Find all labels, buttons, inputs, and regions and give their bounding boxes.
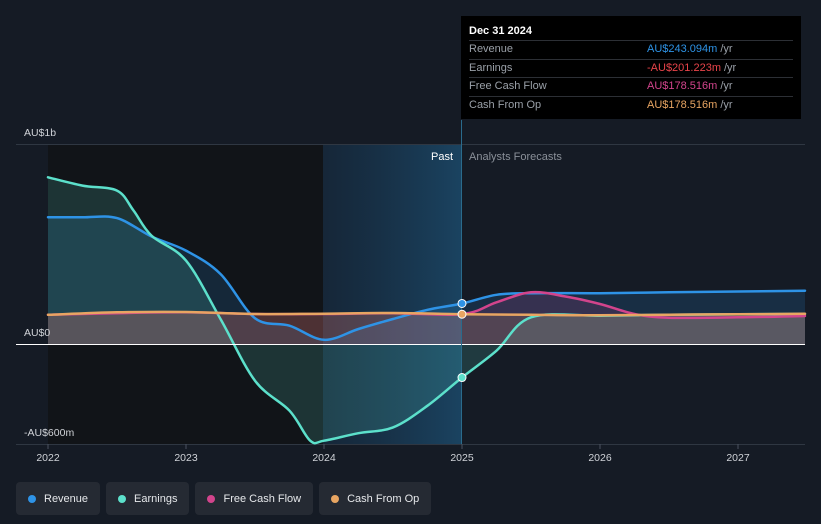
legend-item-earnings[interactable]: Earnings (106, 482, 190, 515)
x-tick-label: 2024 (312, 452, 336, 464)
tooltip-title: Dec 31 2024 (469, 25, 532, 37)
tooltip-row-label: Free Cash Flow (469, 80, 547, 92)
marker-cash-from-op (457, 309, 467, 319)
x-tick-label: 2022 (36, 452, 60, 464)
forecast-label: Analysts Forecasts (469, 151, 562, 163)
past-label: Past (431, 151, 453, 163)
tooltip-row-label: Revenue (469, 43, 514, 55)
tooltip-row-label: Earnings (469, 61, 513, 74)
past-region-dark (48, 144, 323, 444)
tooltip-row-value: AU$243.094m (647, 43, 718, 55)
legend-dot-icon (118, 494, 127, 503)
legend-label: Revenue (44, 492, 89, 505)
legend-item-free-cash-flow[interactable]: Free Cash Flow (195, 482, 314, 515)
tooltip-row-unit: /yr (720, 80, 733, 92)
y-label-zero: AU$0 (24, 327, 50, 339)
legend-dot-icon (331, 494, 340, 503)
legend: Revenue Earnings Free Cash Flow Cash From O… (16, 482, 432, 515)
tooltip-row-revenue: Revenue AU$243.094m/yr (469, 40, 793, 59)
tooltip-row-value: -AU$201.223m (647, 61, 721, 74)
tooltip-row-unit: /yr (724, 61, 737, 74)
past-region-highlight (323, 144, 461, 444)
tooltip-row-earnings: Earnings -AU$201.223m/yr (469, 58, 793, 78)
tooltip-row-unit: /yr (720, 98, 733, 111)
tooltip-row-value: AU$178.516m (647, 98, 718, 111)
legend-item-cash-from-op[interactable]: Cash From Op (319, 482, 432, 515)
area-free-cash-flow (48, 292, 805, 344)
legend-dot-icon (28, 494, 36, 503)
tooltip-row-cash-from-op: Cash From Op AU$178.516m/yr (469, 95, 793, 115)
y-label-top: AU$1b (24, 127, 56, 139)
legend-dot-icon (207, 494, 216, 503)
marker-earnings (457, 373, 467, 383)
tooltip-row-unit: /yr (720, 43, 733, 55)
line-cash-from-op[interactable] (46, 310, 807, 317)
legend-label: Earnings (134, 492, 178, 505)
tooltip-row-free-cash-flow: Free Cash Flow AU$178.516m/yr (469, 77, 793, 96)
marker-revenue (457, 298, 467, 308)
y-label-bottom: -AU$600m (24, 427, 74, 439)
legend-label: Cash From Op (347, 492, 420, 505)
area-cash-from-op (48, 311, 805, 344)
x-tick-label: 2023 (174, 452, 198, 464)
tooltip-row-label: Cash From Op (469, 98, 542, 111)
area-earnings (48, 177, 805, 444)
x-tick-label: 2027 (726, 452, 750, 464)
x-tick-label: 2025 (450, 452, 474, 464)
legend-item-revenue[interactable]: Revenue (16, 482, 101, 515)
area-revenue (48, 216, 805, 344)
tooltip-row-value: AU$178.516m (647, 80, 718, 92)
x-tick-label: 2026 (588, 452, 612, 464)
legend-label: Free Cash Flow (223, 492, 302, 505)
tooltip: Dec 31 2024 Revenue AU$243.094m/yr Earning… (461, 16, 801, 119)
